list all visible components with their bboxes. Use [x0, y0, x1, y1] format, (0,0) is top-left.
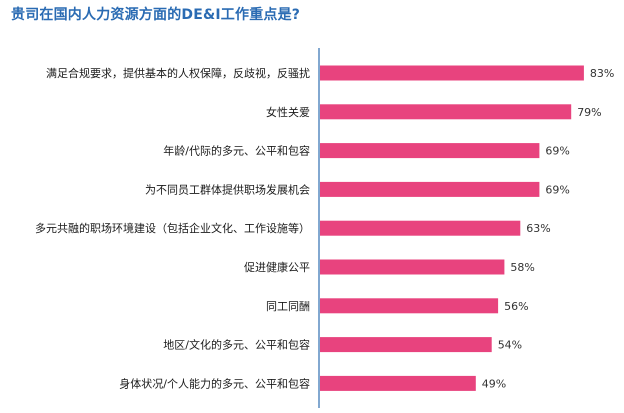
bar — [320, 337, 492, 353]
bar — [320, 65, 584, 81]
value-label: 69% — [545, 183, 569, 196]
category-label: 身体状况/个人能力的多元、公平和包容 — [119, 376, 310, 390]
category-label: 满足合规要求，提供基本的人权保障，反歧视，反骚扰 — [46, 66, 310, 80]
chart-title: 贵司在国内人力资源方面的DE&I工作重点是? — [11, 7, 301, 23]
category-label: 促进健康公平 — [244, 260, 310, 274]
value-label: 83% — [590, 67, 614, 80]
category-label: 同工同酬 — [266, 300, 310, 313]
category-label: 为不同员工群体提供职场发展机会 — [145, 182, 310, 196]
bar — [320, 220, 521, 236]
category-label: 多元共融的职场环境建设（包括企业文化、工作设施等） — [35, 221, 310, 235]
value-label: 56% — [504, 300, 528, 313]
value-label: 54% — [498, 339, 522, 352]
value-label: 79% — [577, 106, 601, 119]
bar — [320, 143, 540, 159]
bar — [320, 298, 499, 314]
bars-layer: 满足合规要求，提供基本的人权保障，反歧视，反骚扰 83% 女性关爱 79% 年龄/代际的… — [35, 65, 614, 391]
category-label: 年龄/代际的多元、公平和包容 — [163, 144, 310, 158]
bar — [320, 104, 572, 120]
bar — [320, 259, 505, 275]
value-label: 69% — [545, 145, 569, 158]
value-label: 63% — [526, 222, 550, 235]
value-label: 49% — [482, 377, 506, 390]
value-label: 58% — [510, 261, 534, 274]
bar — [320, 375, 476, 391]
category-label: 女性关爱 — [266, 105, 310, 119]
category-label: 地区/文化的多元、公平和包容 — [163, 338, 310, 352]
bar — [320, 181, 540, 197]
